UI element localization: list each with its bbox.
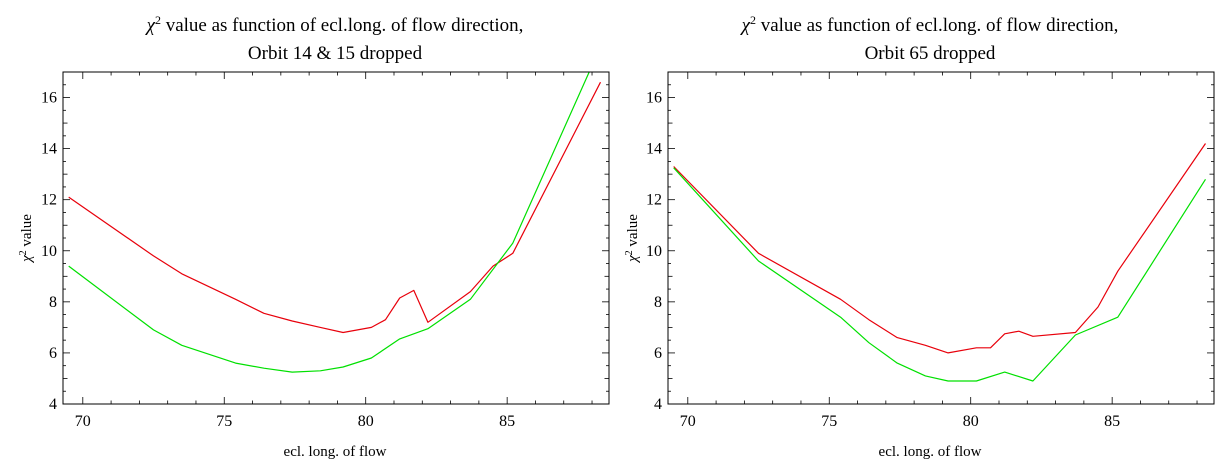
- green-series-line: [673, 167, 1207, 382]
- chart-title: χ2 value as function of ecl.long. of flo…: [740, 13, 1119, 36]
- y-tick-label: 10: [646, 243, 662, 260]
- x-tick-label: 80: [358, 413, 374, 430]
- y-tick-label: 14: [41, 141, 57, 158]
- plot-frame: [62, 71, 610, 405]
- chart-left: χ2 value as function of ecl.long. of flo…: [18, 13, 610, 460]
- chart-right: χ2 value as function of ecl.long. of flo…: [624, 13, 1215, 460]
- y-tick-label: 4: [654, 396, 662, 413]
- y-tick-label: 14: [646, 141, 662, 158]
- x-tick-label: 75: [821, 413, 837, 430]
- chart-title: χ2 value as function of ecl.long. of flo…: [145, 13, 524, 36]
- chart-subtitle: Orbit 14 & 15 dropped: [248, 43, 423, 64]
- chart-subtitle: Orbit 65 dropped: [865, 43, 996, 64]
- y-axis-label: χ2 value: [18, 214, 36, 264]
- y-tick-label: 10: [41, 243, 57, 260]
- red-series-line: [68, 81, 602, 334]
- plot-area: [673, 143, 1207, 382]
- plot-area: [68, 72, 602, 373]
- x-tick-label: 75: [216, 413, 232, 430]
- red-series-line: [673, 143, 1206, 354]
- y-tick-label: 4: [49, 396, 57, 413]
- x-axis-label: ecl. long. of flow: [879, 444, 982, 460]
- y-axis-label: χ2 value: [624, 214, 642, 264]
- plot-frame: [667, 71, 1215, 405]
- y-tick-label: 8: [49, 294, 57, 311]
- x-axis-label: ecl. long. of flow: [284, 444, 387, 460]
- x-tick-label: 70: [680, 413, 696, 430]
- y-tick-label: 6: [49, 345, 57, 362]
- x-tick-label: 70: [75, 413, 91, 430]
- y-tick-label: 8: [654, 294, 662, 311]
- y-tick-label: 12: [646, 192, 662, 209]
- y-tick-label: 16: [41, 90, 57, 107]
- x-tick-label: 80: [963, 413, 979, 430]
- green-series-line: [68, 72, 590, 373]
- y-tick-label: 6: [654, 345, 662, 362]
- y-tick-label: 12: [41, 192, 57, 209]
- x-tick-label: 85: [499, 413, 515, 430]
- x-tick-label: 85: [1104, 413, 1120, 430]
- y-tick-label: 16: [646, 90, 662, 107]
